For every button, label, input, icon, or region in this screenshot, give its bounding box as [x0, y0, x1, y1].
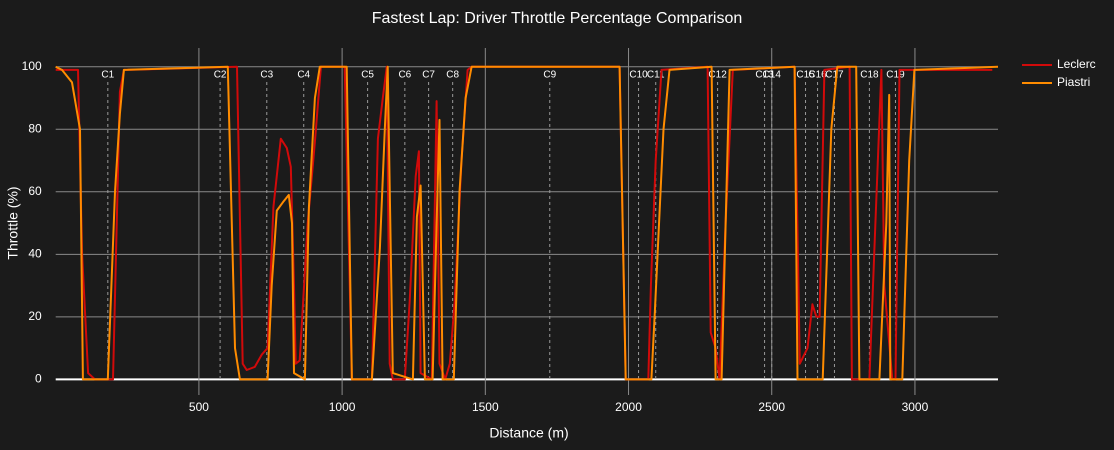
y-tick-label: 0 [35, 372, 42, 386]
corner-label: C14 [763, 70, 782, 81]
x-tick-label: 2500 [758, 400, 785, 414]
legend-label: Leclerc [1057, 57, 1096, 71]
corner-label: C3 [260, 70, 273, 81]
corner-label: C6 [398, 70, 411, 81]
y-tick-label: 100 [22, 59, 42, 73]
corner-label: C19 [886, 70, 905, 81]
corner-label: C18 [860, 70, 879, 81]
chart-title: Fastest Lap: Driver Throttle Percentage … [372, 10, 743, 27]
x-tick-label: 2000 [615, 400, 642, 414]
corner-label: C4 [297, 70, 310, 81]
series-line [55, 65, 999, 381]
corner-label: C15 [796, 70, 815, 81]
x-axis-title: Distance (m) [489, 425, 568, 441]
legend-label: Piastri [1057, 75, 1090, 89]
x-tick-label: 500 [189, 400, 209, 414]
corner-label: C1 [101, 70, 114, 81]
corner-label: C7 [422, 70, 435, 81]
corner-label: C17 [825, 70, 844, 81]
x-tick-label: 1500 [472, 400, 499, 414]
corner-label: C11 [647, 70, 665, 81]
corner-label: C13 [755, 70, 774, 81]
corner-label: C5 [361, 70, 374, 81]
corner-label: C16 [808, 70, 827, 81]
y-tick-label: 20 [28, 309, 42, 323]
x-tick-label: 3000 [902, 400, 929, 414]
y-tick-label: 60 [28, 184, 42, 198]
y-tick-label: 80 [28, 121, 42, 135]
x-tick-label: 1000 [329, 400, 356, 414]
corner-label: C9 [543, 70, 556, 81]
corner-label: C10 [629, 70, 648, 81]
y-axis-title: Throttle (%) [5, 186, 21, 259]
corner-label: C12 [708, 70, 727, 81]
corner-label: C2 [214, 70, 227, 81]
y-tick-label: 40 [28, 246, 42, 260]
corner-label: C8 [446, 70, 459, 81]
